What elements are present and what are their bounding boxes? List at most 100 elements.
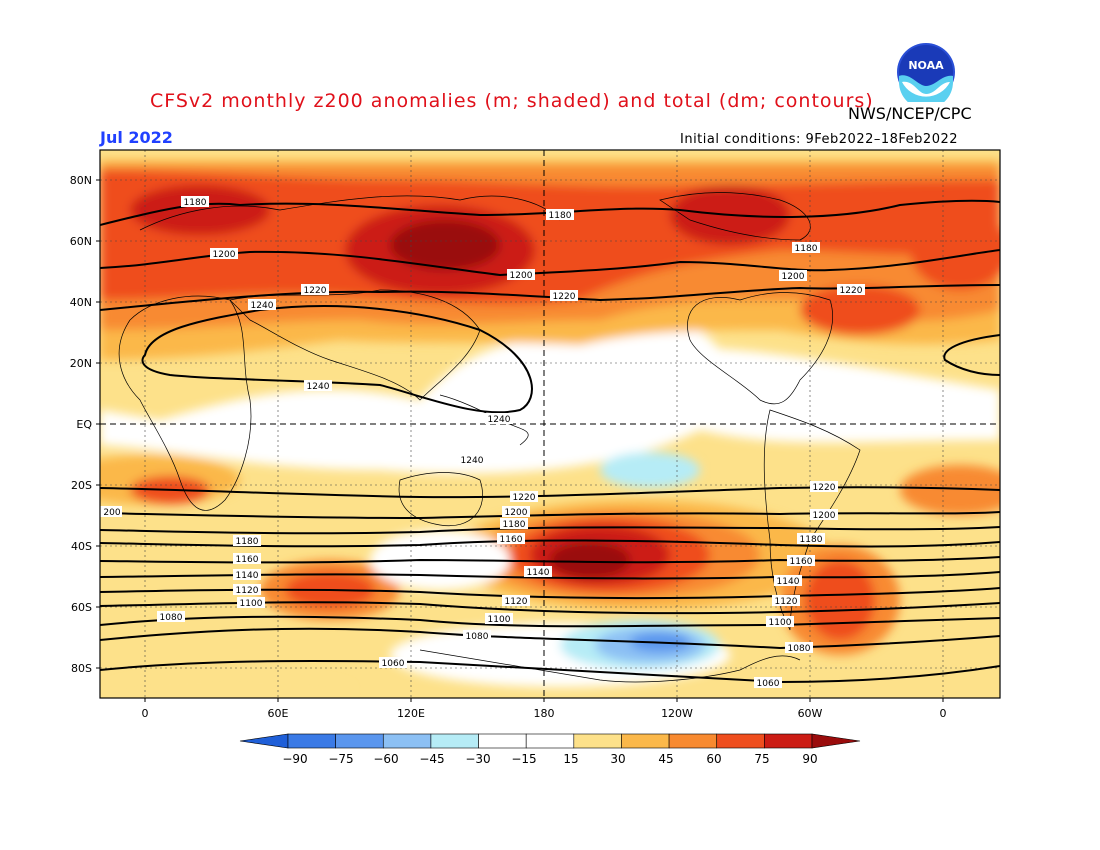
lat-label: 80S [71,662,92,675]
colorbar-swatch [430,733,479,749]
svg-text:1140: 1140 [236,571,259,581]
lat-label: 40N [70,296,92,309]
contour-label: 1220 [301,284,329,296]
contour-label: 1240 [304,380,332,392]
contour-label: 1060 [754,677,782,689]
svg-text:1100: 1100 [769,618,792,628]
colorbar [239,733,861,749]
contour-labels: 1180 1180 1180 1200 1200 1200 1220 1220 … [100,196,865,689]
contour-label: 1200 [810,509,838,521]
lat-label: 20S [71,479,92,492]
svg-text:1200: 1200 [505,508,528,518]
lon-label: 180 [534,707,555,720]
contour-label: 1140 [774,575,802,587]
axis-ticks [96,179,944,702]
svg-text:1240: 1240 [307,382,330,392]
contour-label: 1080 [785,642,813,654]
svg-text:1160: 1160 [790,557,813,567]
colorbar-swatch [621,733,670,749]
svg-text:1220: 1220 [513,493,536,503]
colorbar-label: −30 [465,752,490,766]
svg-text:1180: 1180 [800,535,823,545]
svg-text:NOAA: NOAA [908,59,944,72]
contour-label: 1180 [792,242,820,254]
contour-label: 1120 [772,595,800,607]
svg-text:1120: 1120 [505,597,528,607]
noaa-logo-icon: NOAA [897,43,955,102]
svg-text:1240: 1240 [461,456,484,466]
contour-label: 1180 [181,196,209,208]
svg-text:1180: 1180 [503,520,526,530]
svg-text:1220: 1220 [813,483,836,493]
colorbar-label: −75 [328,752,353,766]
colorbar-label: 15 [563,752,578,766]
contour-label: 1240 [248,299,276,311]
svg-text:1100: 1100 [240,599,263,609]
contour-label: 1180 [546,209,574,221]
contour-label: 1180 [500,518,528,530]
colorbar-swatch [478,733,527,749]
lon-label: 120W [661,707,693,720]
colorbar-label: −90 [282,752,307,766]
svg-text:1140: 1140 [777,577,800,587]
contour-label: 1080 [157,611,185,623]
colorbar-swatch [287,733,336,749]
equator-dateline [100,150,1000,698]
contour-label: 200 [100,506,122,518]
contour-label: 1140 [233,569,261,581]
svg-text:1120: 1120 [775,597,798,607]
svg-text:1120: 1120 [236,586,259,596]
contour-label: 1080 [463,630,491,642]
svg-text:1200: 1200 [813,511,836,521]
lat-label: 40S [71,540,92,553]
contour-label: 1180 [233,535,261,547]
svg-text:1180: 1180 [549,211,572,221]
colorbar-swatch [382,733,432,749]
colorbar-swatch [573,733,622,749]
svg-text:1240: 1240 [251,301,274,311]
colorbar-label: 75 [754,752,769,766]
lat-label: 80N [70,174,92,187]
colorbar-label: 60 [706,752,721,766]
contour-label: 1200 [507,269,535,281]
agency-label: NWS/NCEP/CPC [848,104,972,123]
svg-text:1080: 1080 [466,632,489,642]
svg-text:1220: 1220 [304,286,327,296]
svg-text:1220: 1220 [553,292,576,302]
initial-conditions: Initial conditions: 9Feb2022–18Feb2022 [680,132,959,147]
colorbar-swatch [764,733,813,749]
colorbar-arrow-right [811,733,861,749]
contour-label: 1160 [497,533,525,545]
colorbar-swatch [525,733,575,749]
colorbar-label: 45 [658,752,673,766]
colorbar-label: 90 [802,752,817,766]
svg-text:1140: 1140 [527,568,550,578]
contour-label: 1220 [510,491,538,503]
svg-text:1200: 1200 [510,271,533,281]
lat-label: EQ [76,418,92,431]
lon-label: 0 [142,707,149,720]
svg-text:200: 200 [103,508,120,518]
svg-text:1060: 1060 [382,659,405,669]
contour-label: 1160 [233,553,261,565]
svg-text:1200: 1200 [213,250,236,260]
lon-label: 120E [397,707,425,720]
contour-label: 1220 [810,481,838,493]
lat-label: 20N [70,357,92,370]
svg-text:1100: 1100 [488,615,511,625]
lon-label: 0 [940,707,947,720]
svg-text:1180: 1180 [184,198,207,208]
latitude-labels: 80N 60N 40N 20N EQ 20S 40S 60S 80S [70,174,93,675]
lon-label: 60E [268,707,289,720]
svg-text:1080: 1080 [788,644,811,654]
colorbar-swatch [335,733,384,749]
svg-text:1160: 1160 [500,535,523,545]
colorbar-label: −60 [373,752,398,766]
longitude-labels: 0 60E 120E 180 120W 60W 0 [142,707,947,720]
contour-label: 1220 [550,290,578,302]
lon-label: 60W [798,707,823,720]
colorbar-label: 30 [610,752,625,766]
contour-label: 1160 [787,555,815,567]
contour-label: 1240 [485,413,513,425]
